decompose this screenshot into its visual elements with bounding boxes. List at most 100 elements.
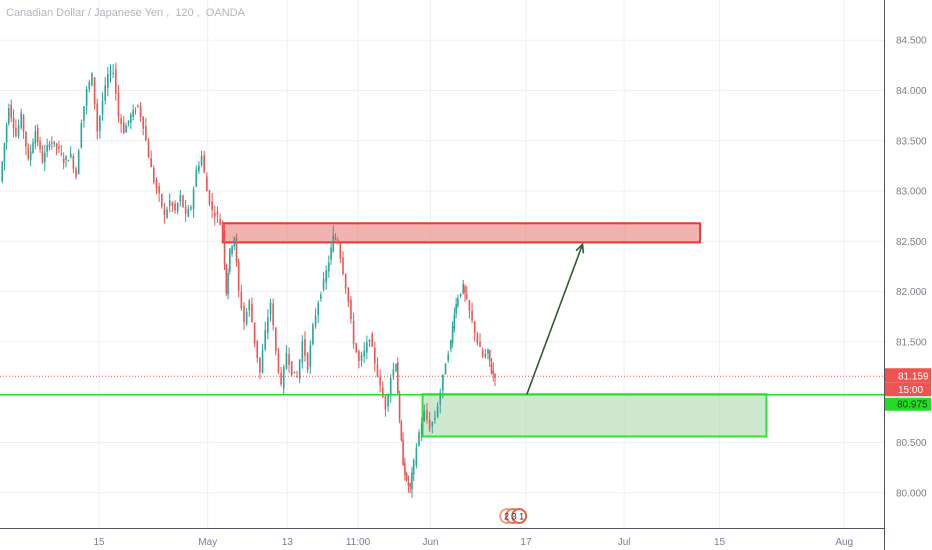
candle-body	[176, 203, 179, 211]
candle-body	[125, 125, 127, 133]
candle-body	[400, 421, 403, 441]
candle-body	[465, 294, 468, 299]
candle-body	[88, 82, 91, 90]
candle-body	[488, 350, 491, 362]
candle-body	[423, 410, 426, 421]
candle-body	[245, 311, 248, 325]
candle-body	[277, 352, 280, 373]
candle-body	[407, 482, 410, 486]
y-tick-label: 80.500	[896, 438, 927, 449]
candle-body	[221, 222, 224, 233]
y-tick-label: 84.500	[896, 36, 927, 47]
candle-body	[476, 333, 479, 343]
x-tick-label: 13	[282, 537, 294, 548]
candle-body	[22, 115, 25, 132]
candle-body	[428, 419, 431, 430]
candle-body	[334, 236, 337, 240]
candle-body	[325, 270, 327, 283]
candle-body	[200, 155, 203, 165]
candle-body	[46, 145, 48, 152]
candle-body	[229, 248, 231, 272]
candle-body	[344, 274, 347, 289]
candle-body	[374, 347, 376, 364]
candle-body	[192, 189, 195, 209]
candle-body	[51, 142, 53, 144]
candle-body	[415, 448, 418, 466]
candle-body	[384, 395, 387, 410]
candle-body	[368, 339, 371, 342]
candle-body	[187, 209, 190, 217]
candle-body	[412, 460, 415, 475]
support-zone[interactable]	[421, 393, 768, 438]
candle-body	[48, 143, 51, 148]
candle-body	[132, 109, 134, 117]
candle-body	[160, 194, 163, 207]
candle-body	[431, 422, 434, 427]
candle-body	[457, 298, 459, 306]
candle-body	[41, 152, 44, 163]
candle-body	[450, 340, 452, 350]
candle-body	[350, 299, 352, 320]
candle-body	[487, 349, 489, 354]
candle-body	[387, 395, 389, 407]
candle-body	[39, 141, 41, 149]
candle-body	[264, 330, 266, 350]
candle-body	[166, 209, 168, 218]
countdown-label: 15:00	[898, 385, 923, 396]
candle-body	[134, 110, 137, 112]
candle-body	[261, 350, 264, 373]
candle-body	[402, 439, 404, 466]
candle-body	[436, 406, 439, 417]
data-source: OANDA	[205, 7, 245, 19]
candle-body	[405, 473, 408, 481]
candle-body	[8, 108, 10, 124]
candle-body	[96, 103, 99, 132]
candle-body	[358, 351, 360, 362]
x-tick-label: 11:00	[346, 537, 371, 548]
candle-body	[34, 131, 37, 144]
candle-body	[317, 303, 320, 315]
candle-body	[214, 213, 216, 217]
candle-body	[398, 393, 401, 420]
candle-body	[117, 93, 120, 116]
candle-body	[158, 186, 160, 194]
projection-arrow[interactable]	[526, 244, 584, 395]
candle-body	[29, 151, 32, 161]
x-tick-label: 17	[520, 537, 532, 548]
candle-body	[240, 291, 243, 309]
candle-body	[464, 286, 466, 293]
candle-body	[360, 354, 363, 361]
candle-body	[93, 77, 96, 105]
x-tick-label: 15	[714, 537, 726, 548]
candle-body	[195, 170, 198, 187]
candle-body	[150, 158, 152, 168]
current-price-label: 81.159	[898, 372, 929, 383]
candle-body	[309, 345, 312, 368]
candle-body	[259, 357, 261, 372]
candle-body	[3, 143, 6, 163]
candle-body	[381, 387, 384, 398]
candle-body	[285, 352, 288, 369]
x-tick-label: Jul	[618, 537, 631, 548]
candle-body	[109, 69, 112, 76]
y-tick-label: 83.500	[896, 136, 927, 147]
event-marker-icon[interactable]	[511, 508, 528, 524]
candle-body	[426, 410, 428, 420]
candle-body	[17, 125, 20, 137]
candle-body	[492, 370, 495, 374]
candle-body	[409, 483, 411, 487]
candle-body	[282, 366, 285, 389]
candle-body	[137, 105, 139, 107]
candle-body	[32, 142, 34, 154]
candle-body	[355, 343, 358, 353]
candle-body	[269, 302, 272, 315]
candle-body	[462, 283, 465, 294]
candle-body	[451, 326, 454, 344]
candle-body	[1, 161, 4, 182]
y-tick-label: 80.000	[896, 488, 927, 499]
resistance-zone[interactable]	[221, 222, 702, 244]
candle-body	[342, 257, 344, 274]
candle-body	[120, 118, 122, 124]
candle-body	[179, 194, 182, 202]
